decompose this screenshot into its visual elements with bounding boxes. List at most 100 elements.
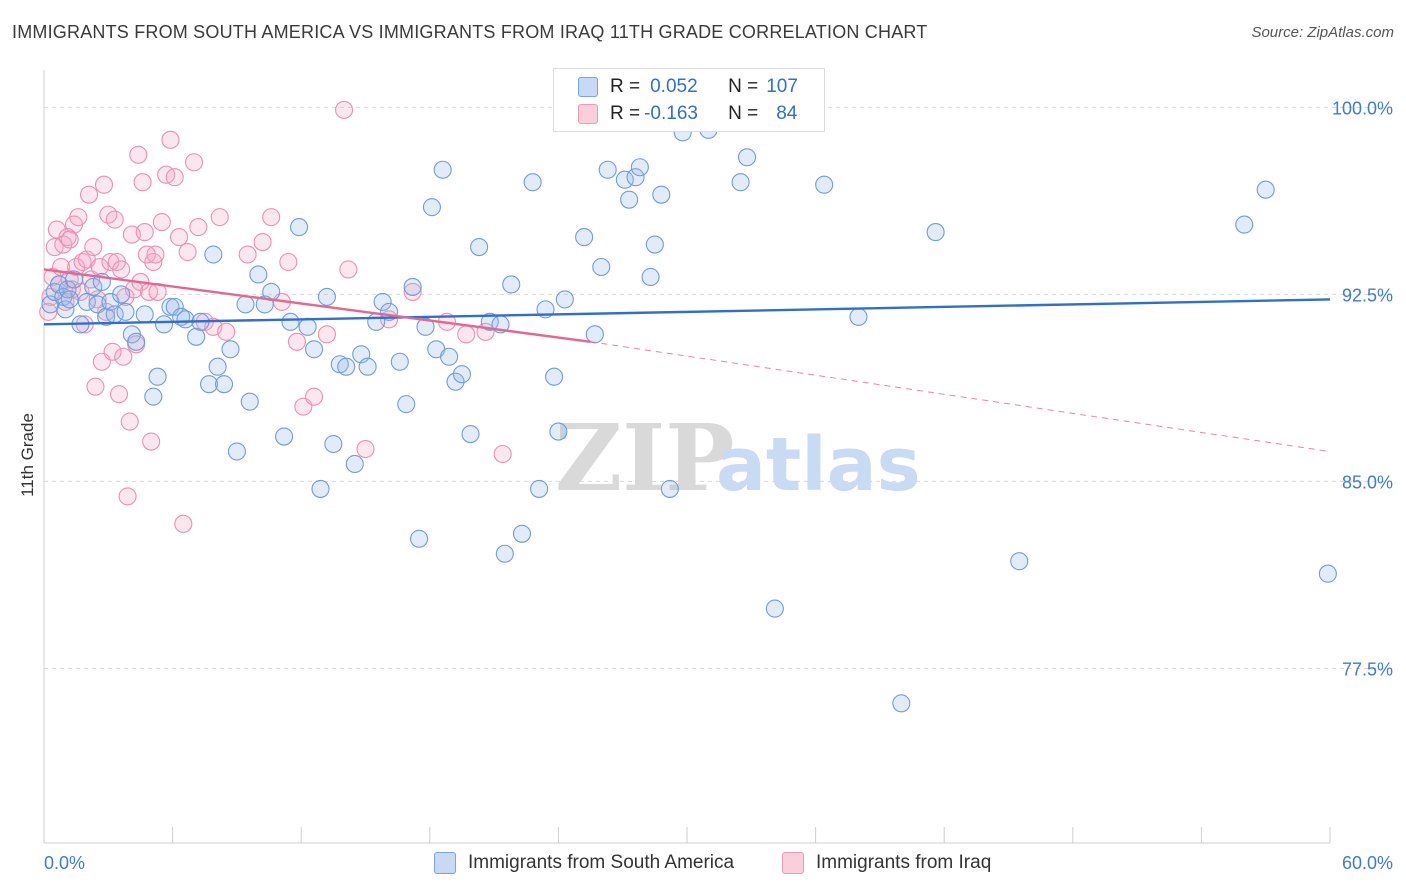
south-america-point bbox=[240, 392, 259, 411]
south-america-point bbox=[84, 277, 103, 296]
south-america-point bbox=[116, 302, 135, 321]
south-america-point bbox=[208, 357, 227, 376]
grid-lines bbox=[44, 106, 1392, 669]
iraq-point bbox=[174, 514, 193, 533]
watermark-zip: ZIP bbox=[555, 404, 734, 512]
south-america-point bbox=[227, 442, 246, 461]
south-america-point bbox=[645, 235, 664, 254]
iraq-point bbox=[317, 325, 336, 344]
iraq-point bbox=[144, 252, 163, 272]
y-tick-label: 77.5% bbox=[1342, 659, 1393, 679]
iraq-point bbox=[114, 347, 133, 366]
trend-lines bbox=[43, 268, 1331, 453]
iraq-point bbox=[178, 242, 197, 262]
legend-swatch-pink bbox=[578, 104, 598, 124]
south-america-point bbox=[422, 198, 441, 217]
south-america-point bbox=[144, 387, 163, 406]
south-america-point bbox=[555, 290, 574, 309]
iraq-point bbox=[133, 173, 152, 192]
legend-swatch-blue bbox=[434, 852, 456, 874]
south-america-point bbox=[324, 434, 343, 454]
iraq-point bbox=[47, 220, 66, 239]
south-america-point bbox=[311, 479, 330, 498]
south-america-point bbox=[446, 372, 465, 391]
tick-labels: 100.0% 92.5% 85.0% 77.5% 0.0% 60.0% bbox=[44, 98, 1393, 873]
south-america-point bbox=[403, 277, 422, 296]
watermark-atlas: atlas bbox=[716, 422, 921, 508]
iraq-point bbox=[109, 385, 129, 404]
south-america-point bbox=[549, 422, 568, 441]
south-america-point bbox=[345, 454, 364, 474]
south-america-point bbox=[221, 340, 240, 359]
south-america-point bbox=[1010, 552, 1029, 571]
iraq-point bbox=[118, 487, 137, 506]
legend-r-label: R = bbox=[610, 103, 641, 124]
south-america-point bbox=[358, 357, 377, 376]
south-america-point bbox=[214, 375, 234, 394]
south-america-point bbox=[523, 173, 542, 192]
iraq-point bbox=[339, 260, 358, 279]
iraq-point bbox=[305, 387, 324, 406]
watermark: ZIP atlas bbox=[555, 404, 921, 512]
iraq-point bbox=[279, 252, 298, 272]
legend-swatch-pink bbox=[782, 852, 804, 874]
south-america-point bbox=[440, 347, 459, 366]
iraq-point bbox=[146, 245, 165, 264]
y-axis-label: 11th Grade bbox=[18, 413, 37, 497]
iraq-point bbox=[112, 260, 131, 279]
iraq-point bbox=[253, 233, 272, 252]
iraq-point bbox=[169, 228, 189, 247]
iraq-point bbox=[94, 175, 114, 194]
south-america-point bbox=[545, 367, 564, 386]
south-america-point bbox=[135, 305, 154, 324]
south-america-point bbox=[575, 228, 594, 247]
south-america-point bbox=[892, 694, 911, 713]
correlation-legend: R = 0.052 N = 107 R = -0.163 N = 84 bbox=[553, 68, 825, 132]
south-america-point bbox=[416, 317, 435, 336]
south-america-point bbox=[530, 479, 549, 498]
south-america-point bbox=[127, 332, 146, 351]
iraq-trend-line bbox=[43, 268, 591, 343]
iraq-point bbox=[189, 218, 208, 237]
legend-r-value: 0.052 bbox=[650, 76, 698, 97]
south-america-point bbox=[452, 365, 472, 384]
iraq-point bbox=[84, 237, 103, 257]
south-america-point bbox=[373, 292, 392, 311]
iraq-point bbox=[217, 322, 236, 341]
x-tick-label: 60.0% bbox=[1342, 853, 1393, 873]
south-america-point bbox=[305, 340, 324, 359]
south-america-point bbox=[592, 257, 611, 277]
south-america-point bbox=[620, 190, 639, 209]
south-america-point bbox=[495, 544, 514, 563]
south-america-point bbox=[390, 352, 409, 371]
iraq-point bbox=[142, 432, 161, 451]
iraq-point bbox=[287, 332, 306, 351]
south-america-trend-line bbox=[43, 298, 1331, 326]
iraq-point bbox=[152, 213, 171, 232]
south-america-point bbox=[461, 425, 480, 444]
iraq-point bbox=[262, 208, 281, 227]
legend-n-value: 84 bbox=[776, 103, 798, 124]
south-america-point bbox=[849, 307, 868, 326]
legend-item-south-america[interactable]: Immigrants from South America bbox=[434, 852, 734, 874]
legend-r-value: -0.163 bbox=[644, 103, 698, 124]
south-america-point bbox=[56, 300, 75, 319]
south-america-point bbox=[731, 173, 750, 192]
iraq-point bbox=[69, 208, 88, 227]
south-america-point bbox=[765, 599, 784, 618]
south-america-point bbox=[204, 245, 223, 264]
iraq-point bbox=[129, 145, 148, 164]
south-america-point bbox=[290, 218, 309, 237]
south-america-point bbox=[815, 175, 834, 194]
iraq-point bbox=[356, 439, 375, 459]
legend-item-iraq[interactable]: Immigrants from Iraq bbox=[782, 852, 991, 874]
iraq-point bbox=[161, 130, 180, 149]
series-legend: Immigrants from South America Immigrants… bbox=[0, 852, 1406, 878]
south-america-point bbox=[275, 427, 294, 446]
iraq-point bbox=[493, 444, 512, 464]
south-america-point bbox=[298, 317, 317, 336]
south-america-point bbox=[60, 290, 79, 309]
south-america-point bbox=[598, 160, 617, 179]
legend-series-name: Immigrants from South America bbox=[468, 852, 735, 873]
